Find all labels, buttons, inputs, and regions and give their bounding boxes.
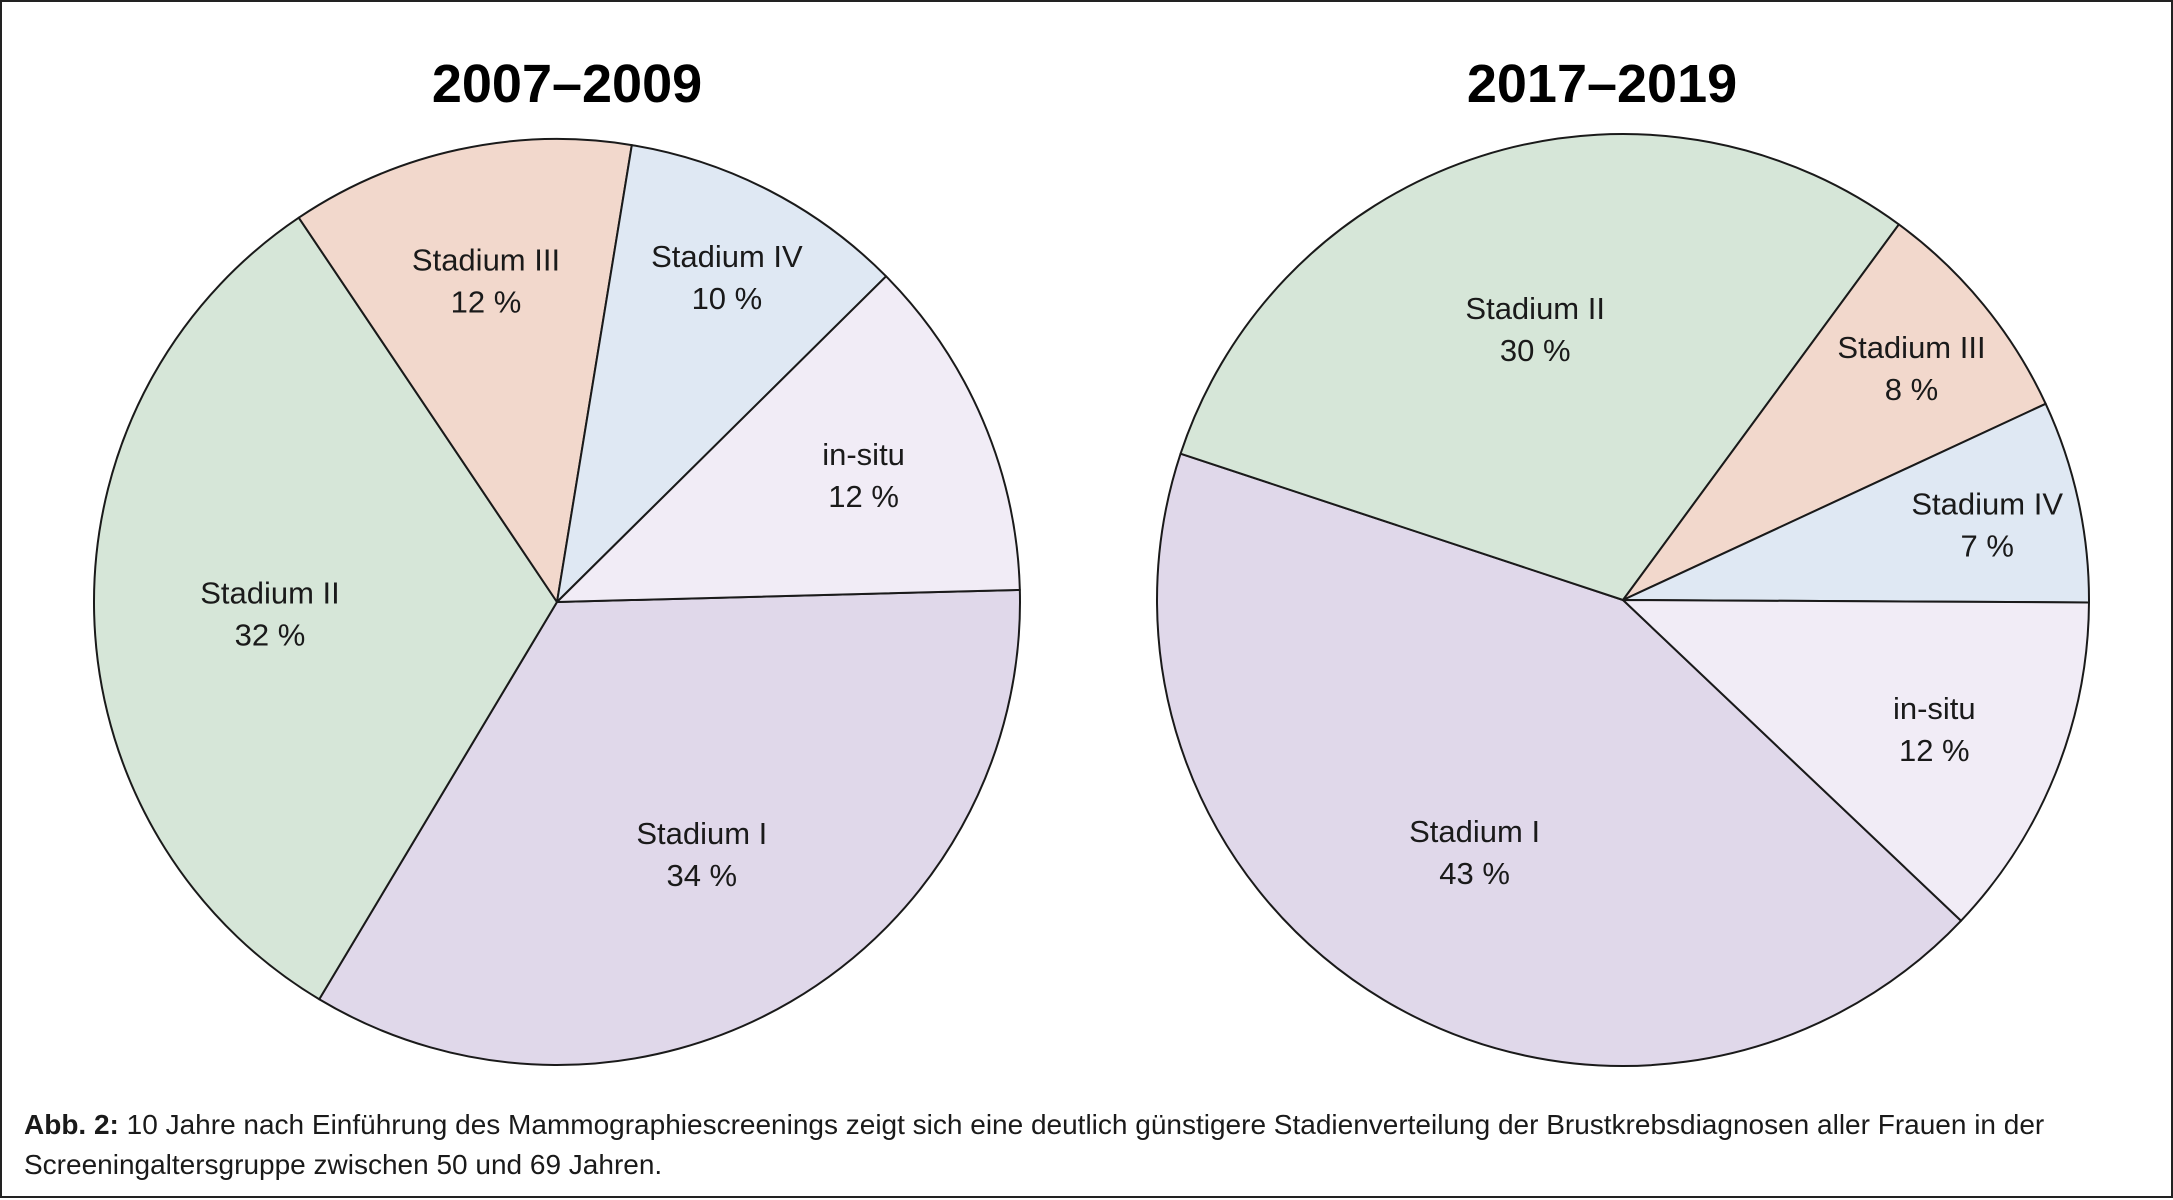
slice-value-label: 34 % (666, 858, 737, 893)
slice-name-label: Stadium III (1837, 330, 1985, 365)
slice-name-label: Stadium I (636, 816, 767, 851)
pie-slice-stadium-i (1156, 452, 1963, 1067)
slice-name-label: in-situ (822, 437, 905, 472)
chart-title-2017-2019: 2017–2019 (1467, 54, 1737, 114)
pie-slice-stadium-ii (1179, 133, 1900, 601)
figure-caption: Abb. 2: 10 Jahre nach Einführung des Mam… (24, 1105, 2154, 1185)
pie-slice-stadium-i (318, 588, 1021, 1066)
slice-name-label: Stadium II (200, 576, 340, 611)
slice-value-label: 43 % (1439, 856, 1510, 891)
slice-value-label: 12 % (828, 479, 899, 514)
slice-name-label: Stadium III (412, 242, 560, 277)
pie-chart-2017-2019: 2017–2019 Stadium I 43 % Stadium II 30 % Sta… (1156, 54, 2090, 1067)
slice-value-label: 12 % (451, 284, 522, 319)
pie-slice-stadium-iv (1622, 402, 2090, 604)
pie-slice-stadium-iii (297, 138, 633, 603)
pie-chart-2007-2009: 2007–2009 Stadium I 34 % Stadium II 32 % Sta… (93, 54, 1021, 1066)
caption-label: Abb. 2: (24, 1109, 119, 1140)
chart-title-2007-2009: 2007–2009 (432, 54, 702, 114)
slice-name-label: Stadium I (1409, 814, 1540, 849)
slice-name-label: Stadium II (1465, 291, 1605, 326)
pie-slice-in-situ (1622, 599, 2090, 922)
slice-value-label: 8 % (1885, 372, 1938, 407)
slice-name-label: Stadium IV (1911, 487, 2063, 522)
slice-value-label: 12 % (1899, 733, 1970, 768)
slice-value-label: 10 % (692, 281, 763, 316)
slice-value-label: 32 % (235, 618, 306, 653)
slice-value-label: 7 % (1960, 529, 2013, 564)
slice-name-label: in-situ (1893, 691, 1976, 726)
slice-value-label: 30 % (1500, 333, 1571, 368)
slice-name-label: Stadium IV (651, 239, 803, 274)
pie-slice-in-situ (556, 275, 1021, 603)
pie-slice-stadium-iii (1622, 223, 2047, 601)
caption-text: 10 Jahre nach Einführung des Mammographi… (24, 1109, 2045, 1180)
pie-slice-stadium-ii (93, 216, 558, 1001)
pie-slice-stadium-iv (556, 144, 888, 603)
